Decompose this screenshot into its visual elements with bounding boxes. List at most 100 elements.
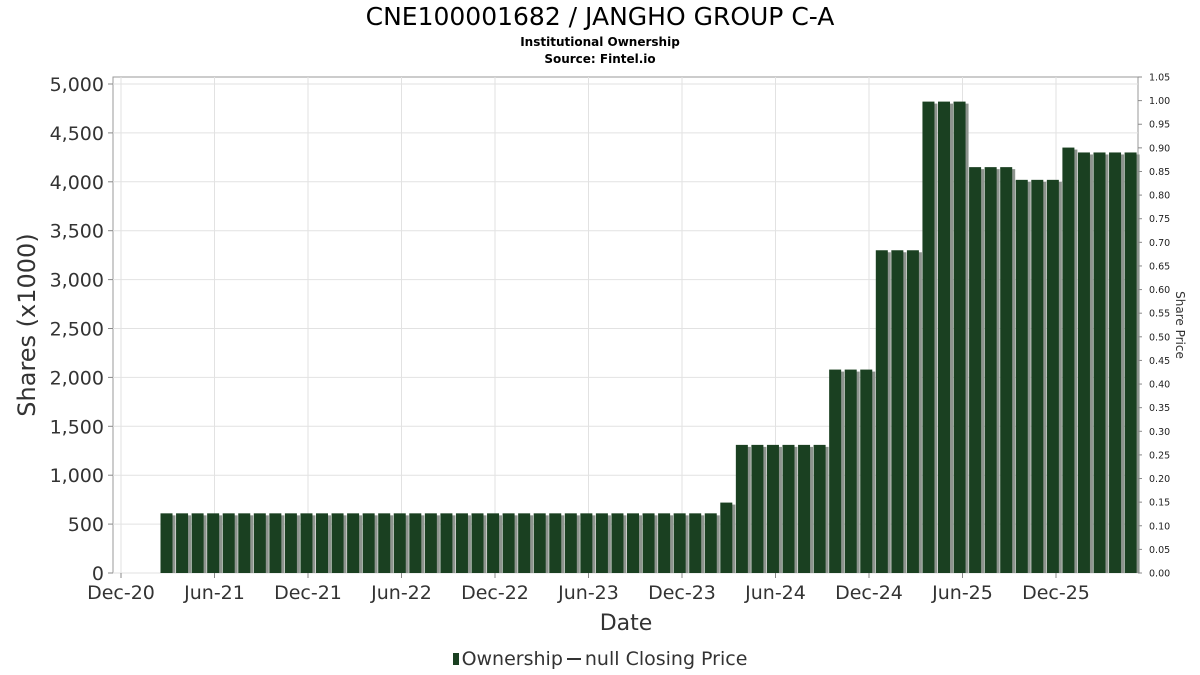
bar bbox=[766, 444, 779, 573]
bar bbox=[1124, 152, 1137, 573]
bar bbox=[704, 513, 717, 573]
bar bbox=[844, 369, 857, 573]
bar bbox=[533, 513, 546, 573]
y2-axis-label: Share Price bbox=[1173, 291, 1187, 359]
y2-tick-label: 0.75 bbox=[1149, 214, 1170, 225]
y-tick-label: 3,000 bbox=[50, 270, 104, 292]
bar bbox=[502, 513, 515, 573]
y2-tick-label: 0.55 bbox=[1149, 309, 1170, 320]
bar bbox=[969, 167, 982, 573]
y-tick-label: 500 bbox=[68, 514, 104, 536]
y2-tick-label: 0.95 bbox=[1149, 120, 1170, 131]
bar bbox=[347, 513, 360, 573]
x-tick-label: Jun-23 bbox=[557, 582, 619, 604]
y2-tick-label: 0.90 bbox=[1149, 143, 1170, 154]
bar bbox=[331, 513, 344, 573]
bar bbox=[658, 513, 671, 573]
x-tick-label: Jun-21 bbox=[183, 582, 245, 604]
bar bbox=[455, 513, 468, 573]
bar bbox=[1062, 147, 1075, 573]
bar bbox=[829, 369, 842, 573]
bar bbox=[487, 513, 500, 573]
chart-subtitle: Institutional Ownership bbox=[520, 35, 680, 49]
bar-group bbox=[160, 101, 1140, 573]
bar bbox=[1077, 152, 1090, 573]
x-tick-label: Dec-20 bbox=[87, 582, 155, 604]
y2-tick-label: 0.35 bbox=[1149, 403, 1170, 414]
bar bbox=[720, 502, 733, 573]
y2-tick-label: 0.10 bbox=[1149, 521, 1170, 532]
bar bbox=[922, 101, 935, 573]
y2-tick-label: 1.05 bbox=[1149, 73, 1170, 84]
x-axis-label: Date bbox=[600, 611, 653, 636]
bar bbox=[1093, 152, 1106, 573]
bar bbox=[906, 250, 919, 573]
x-tick-label: Jun-24 bbox=[744, 582, 806, 604]
y-tick-label: 2,500 bbox=[50, 319, 104, 341]
bar bbox=[471, 513, 484, 573]
bar bbox=[564, 513, 577, 573]
bar bbox=[253, 513, 266, 573]
y2-tick-label: 0.45 bbox=[1149, 356, 1170, 367]
chart-title: CNE100001682 / JANGHO GROUP C-A bbox=[365, 2, 835, 31]
y-tick-label: 1,500 bbox=[50, 416, 104, 438]
bar bbox=[860, 369, 873, 573]
bar bbox=[300, 513, 313, 573]
y-tick-label: 0 bbox=[92, 563, 104, 585]
bar bbox=[875, 250, 888, 573]
bar bbox=[891, 250, 904, 573]
bar bbox=[424, 513, 437, 573]
bar bbox=[689, 513, 702, 573]
bar bbox=[611, 513, 624, 573]
bar bbox=[222, 513, 235, 573]
bar bbox=[549, 513, 562, 573]
bar bbox=[1046, 179, 1059, 573]
x-tick-label: Dec-22 bbox=[461, 582, 529, 604]
plot-area bbox=[112, 76, 1139, 574]
y2-tick-label: 0.60 bbox=[1149, 285, 1170, 296]
y-tick-label: 3,500 bbox=[50, 221, 104, 243]
bar bbox=[1031, 179, 1044, 573]
bar bbox=[1015, 179, 1028, 573]
y-axis: 0 500 1,000 1,500 2,000 2,500 3,000 3,500 4,000 4… bbox=[50, 74, 113, 585]
y2-tick-label: 0.00 bbox=[1149, 569, 1170, 580]
bar bbox=[316, 513, 328, 573]
bar bbox=[160, 513, 173, 573]
bar bbox=[984, 167, 997, 573]
y2-axis: 0.00 0.05 0.10 0.15 0.20 0.25 0.30 0.35 0.40 0.45… bbox=[1138, 73, 1170, 580]
bar bbox=[269, 513, 282, 573]
y2-tick-label: 0.85 bbox=[1149, 167, 1170, 178]
y2-tick-label: 0.15 bbox=[1149, 498, 1170, 509]
bar bbox=[362, 513, 375, 573]
bar bbox=[409, 513, 422, 573]
bar bbox=[378, 513, 391, 573]
legend: Ownership null Closing Price bbox=[0, 648, 1200, 670]
bar bbox=[207, 513, 220, 573]
price-legend-swatch bbox=[566, 658, 581, 660]
y2-tick-label: 0.65 bbox=[1149, 261, 1170, 272]
bar bbox=[284, 513, 297, 573]
bar bbox=[938, 101, 950, 573]
x-tick-label: Dec-25 bbox=[1022, 582, 1090, 604]
bar bbox=[191, 513, 204, 573]
ownership-legend-swatch bbox=[452, 653, 459, 665]
y2-tick-label: 0.40 bbox=[1149, 380, 1170, 391]
bar bbox=[176, 513, 189, 573]
bar bbox=[673, 513, 686, 573]
y2-tick-label: 0.70 bbox=[1149, 238, 1170, 249]
bar bbox=[518, 513, 531, 573]
bar bbox=[238, 513, 251, 573]
x-tick-label: Jun-22 bbox=[370, 582, 432, 604]
y2-tick-label: 0.50 bbox=[1149, 332, 1170, 343]
bar bbox=[627, 513, 639, 573]
y-tick-label: 4,000 bbox=[50, 172, 104, 194]
bar bbox=[393, 513, 406, 573]
y-axis-label: Shares (x1000) bbox=[13, 233, 41, 416]
bar bbox=[735, 444, 748, 573]
bar bbox=[440, 513, 453, 573]
bar bbox=[642, 513, 655, 573]
y-tick-label: 2,000 bbox=[50, 367, 104, 389]
chart-source: Source: Fintel.io bbox=[544, 52, 656, 66]
y2-tick-label: 0.20 bbox=[1149, 474, 1170, 485]
x-tick-label: Dec-24 bbox=[835, 582, 903, 604]
